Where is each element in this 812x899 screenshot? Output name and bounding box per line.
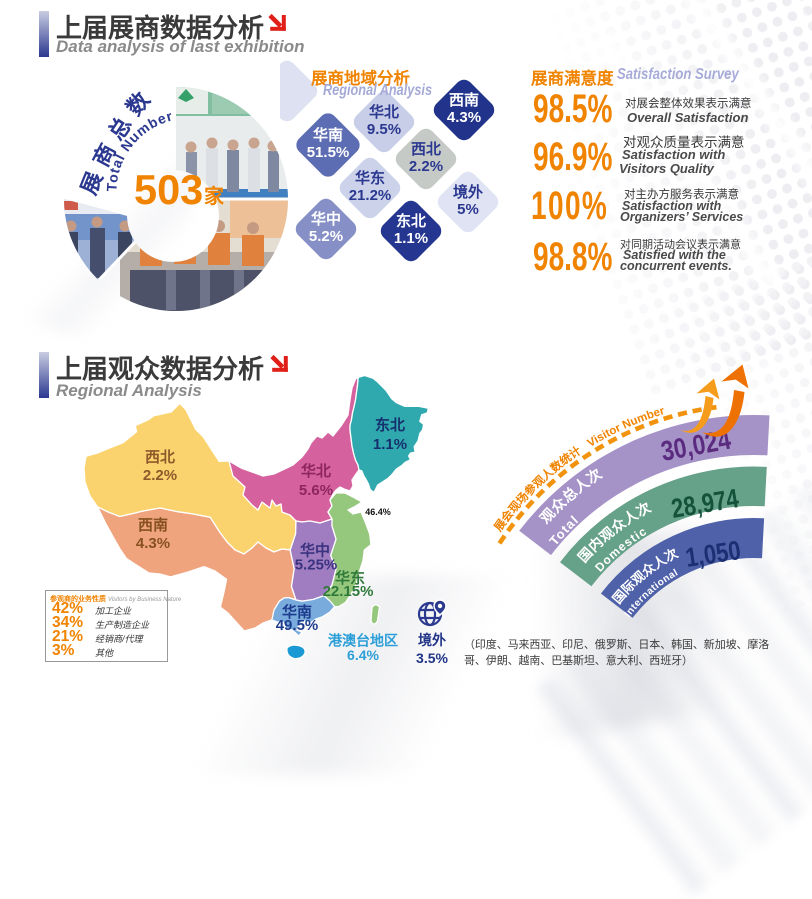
- svg-text:东北: 东北: [396, 212, 426, 230]
- svg-text:华东: 华东: [355, 169, 385, 187]
- svg-text:家: 家: [204, 184, 225, 208]
- svg-text:1.1%: 1.1%: [394, 230, 428, 247]
- svg-text:21.2%: 21.2%: [349, 187, 392, 204]
- svg-text:境外: 境外: [453, 183, 483, 201]
- svg-text:49.5%: 49.5%: [276, 617, 319, 634]
- svg-text:东北: 东北: [375, 416, 405, 434]
- svg-text:西南: 西南: [449, 91, 479, 109]
- svg-text:6.4%: 6.4%: [347, 647, 379, 663]
- svg-text:22.15%: 22.15%: [323, 583, 374, 600]
- svg-text:51.5%: 51.5%: [307, 144, 350, 161]
- svg-text:华南: 华南: [282, 603, 312, 621]
- svg-text:华中: 华中: [300, 542, 330, 560]
- svg-text:9.5%: 9.5%: [367, 121, 401, 138]
- svg-text:5%: 5%: [457, 201, 479, 218]
- svg-text:4.3%: 4.3%: [447, 109, 481, 126]
- svg-text:华北: 华北: [301, 462, 331, 480]
- svg-text:华东: 华东: [335, 569, 365, 587]
- svg-text:1.1%: 1.1%: [373, 436, 407, 453]
- svg-text:华北: 华北: [369, 103, 399, 121]
- svg-text:西北: 西北: [411, 141, 441, 158]
- svg-text:港澳台地区: 港澳台地区: [328, 633, 398, 649]
- svg-text:西南: 西南: [138, 516, 168, 534]
- svg-text:2.2%: 2.2%: [143, 467, 177, 484]
- svg-text:华中: 华中: [311, 210, 341, 228]
- svg-text:5.6%: 5.6%: [299, 482, 333, 499]
- svg-text:西北: 西北: [145, 449, 175, 466]
- svg-text:46.4%: 46.4%: [365, 507, 391, 517]
- svg-text:5.25%: 5.25%: [295, 557, 338, 574]
- svg-text:503: 503: [134, 166, 203, 213]
- svg-text:5.2%: 5.2%: [309, 228, 343, 245]
- svg-text:2.2%: 2.2%: [409, 158, 443, 175]
- svg-text:4.3%: 4.3%: [136, 535, 170, 552]
- svg-text:华南: 华南: [313, 126, 343, 144]
